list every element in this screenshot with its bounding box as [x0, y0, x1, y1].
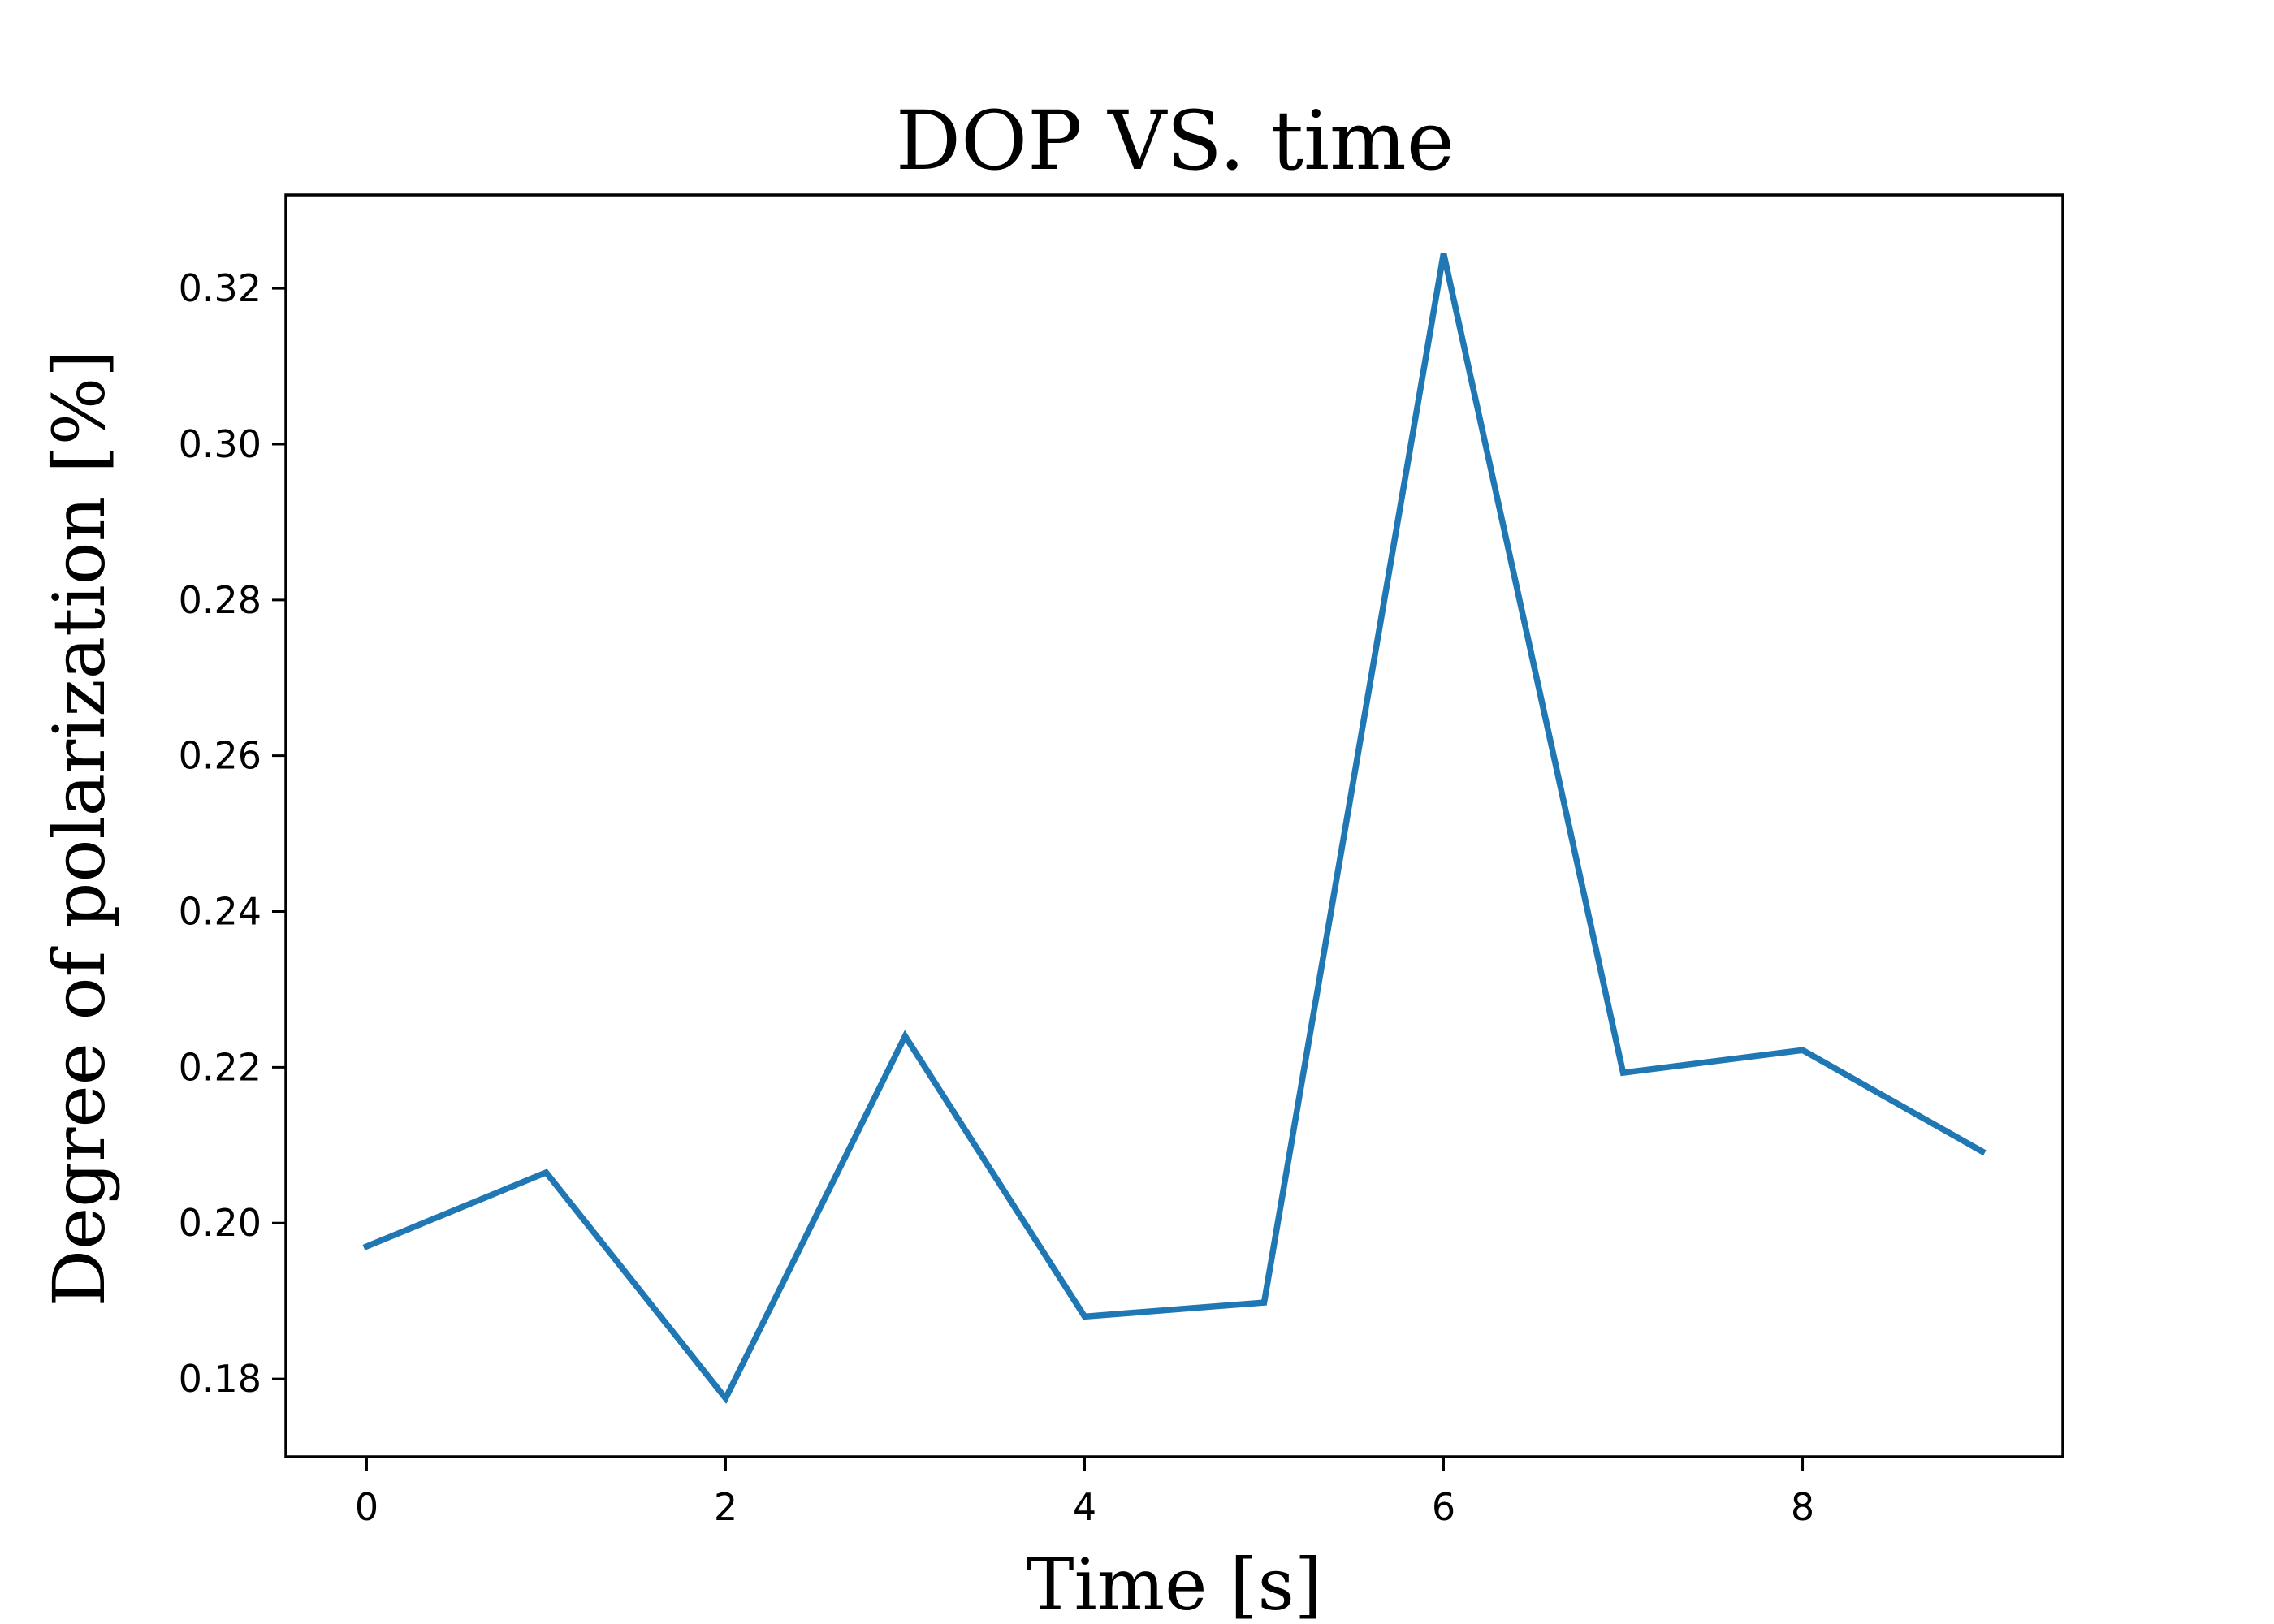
- y-axis: 0.18 0.20 0.22 0.24 0.26 0.28 0.30 0.32: [179, 266, 286, 1401]
- y-tick-label: 0.20: [179, 1201, 262, 1245]
- x-axis-label: Time [s]: [1027, 1543, 1322, 1624]
- x-axis: 0 2 4 6 8: [355, 1457, 1814, 1529]
- plot-area: [284, 193, 2064, 1458]
- y-tick-label: 0.26: [179, 734, 262, 778]
- y-tick-label: 0.28: [179, 578, 262, 622]
- y-tick-label: 0.30: [179, 422, 262, 466]
- x-tick-label: 8: [1791, 1485, 1814, 1529]
- y-tick-label: 0.18: [179, 1357, 262, 1401]
- x-tick-label: 6: [1432, 1485, 1455, 1529]
- series-layer: [362, 253, 1987, 1405]
- series-line-0: [362, 253, 1987, 1405]
- x-tick-label: 2: [714, 1485, 737, 1529]
- y-tick-label: 0.24: [179, 890, 262, 934]
- y-axis-label: Degree of polarization [%]: [37, 349, 121, 1307]
- y-tick-label: 0.22: [179, 1045, 262, 1089]
- x-tick-label: 0: [355, 1485, 378, 1529]
- y-tick-label: 0.32: [179, 266, 262, 310]
- x-tick-label: 4: [1073, 1485, 1096, 1529]
- chart-title: DOP VS. time: [896, 93, 1455, 188]
- plot-frame: [284, 193, 2064, 1458]
